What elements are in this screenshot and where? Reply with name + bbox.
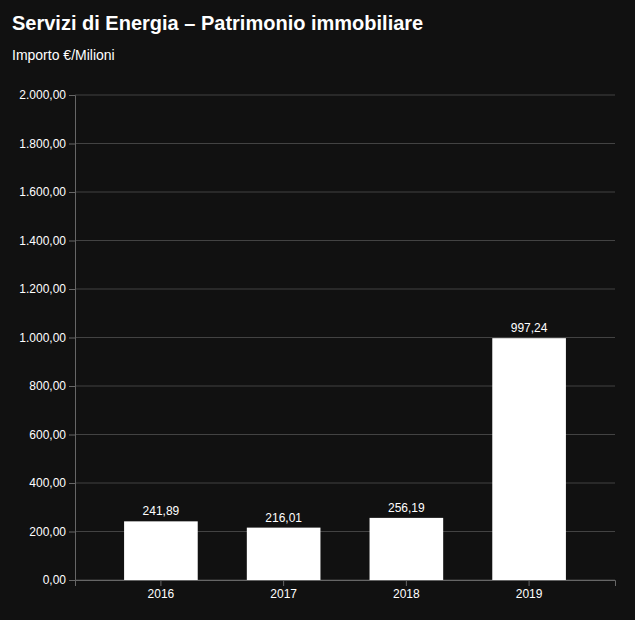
tick-mark	[69, 580, 75, 581]
y-axis: 0,00 200,00 400,00 600,00 800,00 1.000,00 1.20…	[19, 88, 75, 587]
grid-line	[75, 192, 615, 193]
tick-label: 200,00	[29, 525, 66, 539]
tick-mark	[69, 532, 75, 533]
tick: 1.200,00	[19, 282, 75, 296]
tick-label: 400,00	[29, 476, 66, 490]
tick: 1.800,00	[19, 137, 75, 151]
tick-mark	[69, 289, 75, 290]
tick-label: 2.000,00	[19, 88, 66, 102]
axis-line	[76, 581, 616, 587]
grid-line	[75, 143, 615, 144]
tick: 400,00	[29, 476, 75, 490]
tick-label: 2016	[148, 587, 175, 601]
subtitle: Importo €/Milioni	[12, 47, 115, 63]
bar	[370, 518, 444, 580]
tick-label: 600,00	[29, 428, 66, 442]
tick: 200,00	[29, 525, 75, 539]
tick-label: 1.000,00	[19, 331, 66, 345]
bar	[247, 528, 321, 580]
tick: 2.000,00	[19, 88, 75, 102]
tick-label: 2019	[516, 587, 543, 601]
tick: 2019	[516, 580, 543, 601]
grid-line	[75, 95, 615, 96]
bar	[124, 521, 198, 580]
chart: Servizi di Energia – Patrimonio immobili…	[0, 0, 635, 620]
tick: 1.400,00	[19, 234, 75, 248]
tick: 2016	[148, 580, 175, 601]
data-label: 216,01	[265, 511, 302, 525]
bars	[124, 338, 566, 580]
tick: 2018	[393, 580, 420, 601]
tick-mark	[69, 241, 75, 242]
tick-mark	[69, 95, 75, 96]
tick: 0,00	[43, 573, 75, 587]
tick-label: 2017	[270, 587, 297, 601]
tick-mark	[160, 580, 161, 586]
grid-line	[75, 337, 615, 338]
tick: 600,00	[29, 428, 75, 442]
grid-line	[75, 240, 615, 241]
tick-label: 1.600,00	[19, 185, 66, 199]
tick: 1.600,00	[19, 185, 75, 199]
tick-mark	[69, 144, 75, 145]
tick-mark	[69, 483, 75, 484]
axis-line	[69, 96, 76, 581]
tick-mark	[69, 435, 75, 436]
tick: 2017	[270, 580, 297, 601]
tick-mark	[69, 192, 75, 193]
tick-mark	[69, 386, 75, 387]
tick-mark	[283, 580, 284, 586]
tick: 1.000,00	[19, 331, 75, 345]
tick-mark	[69, 338, 75, 339]
tick-mark	[406, 580, 407, 586]
tick-label: 800,00	[29, 379, 66, 393]
tick-label: 1.400,00	[19, 234, 66, 248]
tick-label: 1.200,00	[19, 282, 66, 296]
grid	[75, 95, 615, 580]
data-label: 256,19	[388, 501, 425, 515]
title: Servizi di Energia – Patrimonio immobili…	[12, 12, 423, 34]
data-label: 997,24	[511, 321, 548, 335]
tick-label: 0,00	[43, 573, 67, 587]
grid-line	[75, 289, 615, 290]
plot: 0,00 200,00 400,00 600,00 800,00 1.000,00 1.20…	[19, 88, 615, 600]
tick-label: 2018	[393, 587, 420, 601]
tick: 800,00	[29, 379, 75, 393]
bar	[492, 338, 566, 580]
x-axis: 2016 2017 2018 2019	[76, 580, 616, 601]
data-label: 241,89	[143, 504, 180, 518]
tick-mark	[529, 580, 530, 586]
data-labels: 241,89 216,01 256,19 997,24	[143, 321, 548, 524]
tick-label: 1.800,00	[19, 137, 66, 151]
background	[0, 0, 635, 620]
